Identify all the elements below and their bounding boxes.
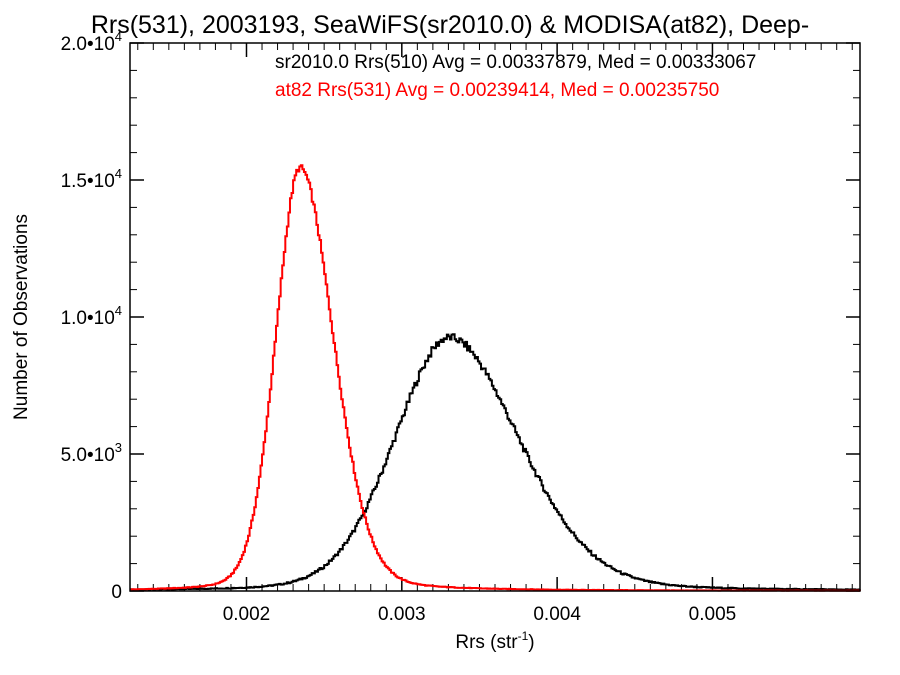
y-tick-label: 1.5•104 <box>61 166 122 192</box>
legend-entry-at82: at82 Rrs(531) Avg = 0.00239414, Med = 0.… <box>275 80 719 101</box>
x-axis-label-main: Rrs (str <box>455 632 518 653</box>
y-tick-label: 5.0•103 <box>61 440 122 466</box>
x-tick-label: 0.002 <box>223 604 271 625</box>
y-tick-mantissa: 2.0•10 <box>61 34 115 55</box>
legend-entry-sr2010: sr2010.0 Rrs(510) Avg = 0.00337879, Med … <box>275 52 756 73</box>
x-axis-label: Rrs (str-1) <box>455 629 534 653</box>
y-tick-label: 2.0•104 <box>61 29 122 55</box>
y-tick-exponent: 4 <box>115 29 122 44</box>
y-axis-label: Number of Observations <box>11 214 32 420</box>
x-tick-label: 0.003 <box>378 604 426 625</box>
x-tick-label: 0.005 <box>689 604 737 625</box>
series-at82-red-line <box>130 164 861 592</box>
y-tick-exponent: 4 <box>115 303 122 318</box>
y-tick-exponent: 4 <box>115 166 122 181</box>
series-sr2010-black-line <box>130 333 861 591</box>
x-axis: 0.002 0.003 0.004 0.005 <box>137 43 853 625</box>
y-tick-mantissa: 0 <box>111 582 122 603</box>
y-tick-mantissa: 1.5•10 <box>61 171 115 192</box>
plot-series <box>130 164 861 592</box>
plot-frame <box>129 42 861 592</box>
y-tick-mantissa: 5.0•10 <box>61 445 115 466</box>
y-tick-label: 0 <box>111 582 122 603</box>
x-axis-label-close: ) <box>528 632 534 653</box>
x-tick-label: 0.004 <box>533 604 581 625</box>
chart-title: Rrs(531), 2003193, SeaWiFS(sr2010.0) & M… <box>91 11 809 39</box>
y-tick-exponent: 3 <box>115 440 122 455</box>
y-tick-mantissa: 1.0•10 <box>61 308 115 329</box>
y-tick-label: 1.0•104 <box>61 303 122 329</box>
x-axis-label-superscript: -1 <box>518 629 529 643</box>
